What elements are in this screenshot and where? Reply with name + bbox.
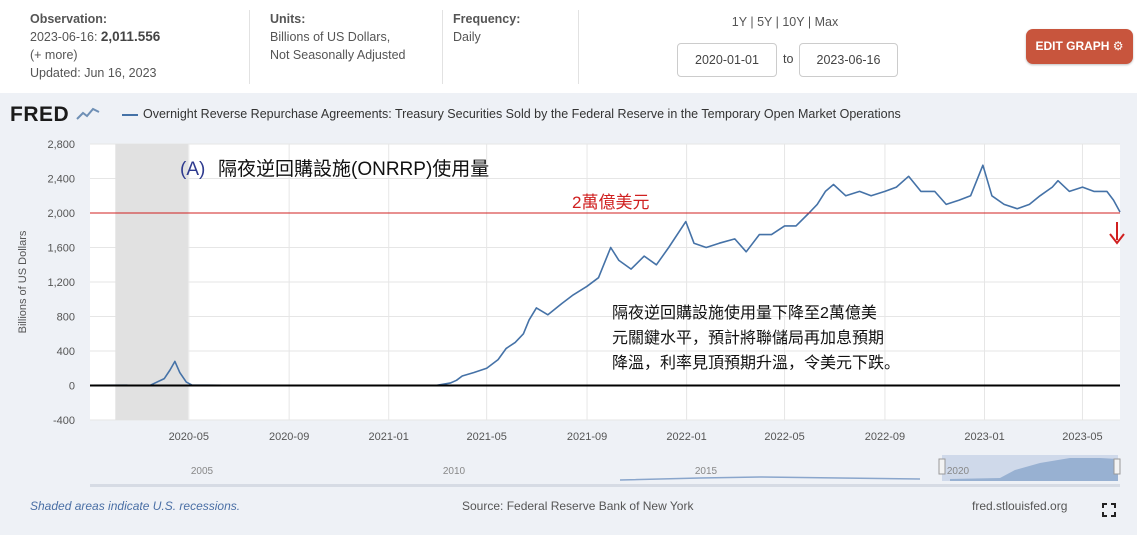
units-label: Units:	[270, 12, 306, 26]
x-axis-ticks: 2020-05 2020-09 2021-01 2021-05 2021-09 2022-…	[169, 431, 1103, 443]
range-navigator[interactable]: 2005 2010 2015 2020	[90, 455, 1121, 487]
x-tick-label: 2023-01	[964, 431, 1004, 443]
observation-label: Observation:	[30, 12, 108, 26]
fred-logo[interactable]: FRED	[10, 103, 100, 127]
panel-title: 隔夜逆回購設施(ONRRP)使用量	[218, 158, 489, 180]
range-5y-button[interactable]: 5Y	[757, 15, 773, 29]
observation-value: 2,011.556	[100, 29, 161, 44]
note-line: 降溫，利率見頂預期升溫，令美元下跌。	[612, 354, 900, 372]
navigator-label: 2005	[191, 466, 214, 477]
more-link[interactable]: (+ more)	[30, 48, 78, 62]
range-selector: 1Y | 5Y | 10Y | Max	[705, 15, 865, 29]
site-link[interactable]: fred.stlouisfed.org	[972, 499, 1068, 513]
y-axis-ticks: -400 0 400 800 1,200 1,600 2,000 2,400 2,800	[47, 139, 75, 427]
navigator-label: 2020	[947, 466, 970, 477]
units-line1: Billions of US Dollars,	[270, 30, 391, 44]
gear-icon: ⚙	[1112, 39, 1124, 53]
updated-text: Updated: Jun 16, 2023	[30, 66, 157, 80]
frequency-block: Frequency: Daily	[453, 10, 520, 46]
y-axis-label: Billions of US Dollars	[17, 230, 29, 333]
units-line2: Not Seasonally Adjusted	[270, 48, 406, 62]
y-tick-label: 2,800	[47, 139, 75, 151]
grid-lines	[90, 143, 1120, 421]
note-line: 元關鍵水平，預計將聯儲局再加息預期	[612, 329, 884, 347]
chart-title: Overnight Reverse Repurchase Agreements:…	[143, 107, 901, 121]
x-tick-label: 2022-01	[666, 431, 706, 443]
series-line	[89, 164, 1121, 387]
range-1y-button[interactable]: 1Y	[731, 15, 747, 29]
x-tick-label: 2022-05	[764, 431, 804, 443]
x-tick-label: 2020-05	[169, 431, 209, 443]
recession-band	[115, 144, 188, 420]
observation-date: 2023-06-16:	[30, 30, 98, 44]
logo-chart-icon	[75, 107, 99, 120]
divider	[249, 10, 250, 84]
navigator-label: 2010	[443, 466, 466, 477]
y-tick-label: 800	[57, 312, 75, 324]
range-separator: |	[807, 15, 812, 29]
y-tick-label: 1,600	[47, 243, 75, 255]
navigator-scrollbar	[90, 484, 1120, 487]
recession-note: Shaded areas indicate U.S. recessions.	[30, 499, 241, 513]
range-separator: |	[775, 15, 779, 29]
edit-graph-button[interactable]: EDIT GRAPH ⚙	[1026, 29, 1133, 64]
legend-swatch	[122, 114, 138, 116]
range-max-button[interactable]: Max	[814, 15, 839, 29]
annotations: 2萬億美元 (A) 隔夜逆回購設施(ONRRP)使用量隔夜逆回購設施使用量下降至2萬…	[90, 158, 1125, 387]
navigator-label: 2015	[695, 466, 718, 477]
x-tick-label: 2021-01	[369, 431, 409, 443]
x-tick-label: 2020-09	[269, 431, 309, 443]
recession-shading	[115, 144, 188, 420]
threshold-label: 2萬億美元	[572, 193, 649, 212]
x-tick-label: 2023-05	[1062, 431, 1102, 443]
y-tick-label: 2,000	[47, 208, 75, 220]
range-10y-button[interactable]: 10Y	[782, 15, 805, 29]
info-bar: Observation: 2023-06-16: 2,011.556 (+ mo…	[0, 0, 1137, 93]
frequency-label: Frequency:	[453, 12, 521, 26]
y-tick-label: -400	[53, 415, 75, 427]
down-arrow-icon	[1109, 233, 1125, 245]
end-date-input[interactable]: 2023-06-16	[799, 43, 898, 77]
navigator-handle-left	[938, 458, 946, 475]
start-date-input[interactable]: 2020-01-01	[677, 43, 777, 77]
divider	[442, 10, 443, 84]
edit-graph-label: EDIT GRAPH	[1035, 39, 1110, 53]
observation-block: Observation: 2023-06-16: 2,011.556 (+ mo…	[30, 10, 160, 82]
fred-logo-text: FRED	[10, 103, 70, 126]
navigator-series	[950, 458, 1118, 481]
navigator-series	[619, 476, 921, 481]
y-tick-label: 2,400	[47, 174, 75, 186]
divider	[578, 10, 579, 84]
y-tick-label: 400	[57, 346, 75, 358]
units-block: Units: Billions of US Dollars, Not Seaso…	[270, 10, 406, 64]
panel-tag: (A)	[180, 159, 205, 180]
x-tick-label: 2022-09	[865, 431, 905, 443]
source-text: Source: Federal Reserve Bank of New York	[462, 499, 694, 513]
fullscreen-icon[interactable]	[1102, 503, 1116, 517]
series-group	[89, 164, 1121, 387]
y-tick-label: 1,200	[47, 277, 75, 289]
x-tick-label: 2021-09	[567, 431, 607, 443]
y-tick-label: 0	[69, 381, 75, 393]
navigator-handle-right	[1113, 458, 1121, 475]
date-to-label: to	[783, 52, 794, 66]
note-line: 隔夜逆回購設施使用量下降至2萬億美	[612, 304, 877, 322]
range-separator: |	[750, 15, 754, 29]
x-tick-label: 2021-05	[466, 431, 506, 443]
frequency-value: Daily	[453, 30, 481, 44]
